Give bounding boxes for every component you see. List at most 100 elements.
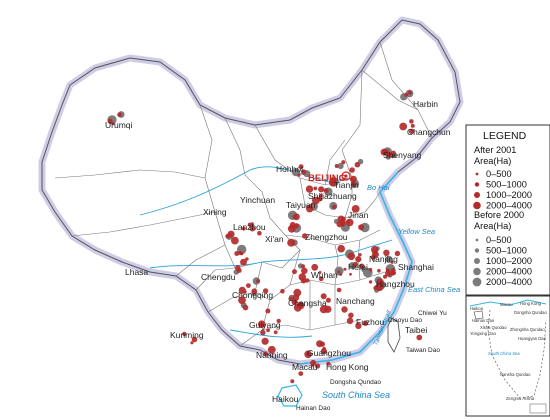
- site-after-2001: [238, 296, 246, 305]
- site-after-2001: [337, 270, 341, 274]
- site-after-2001: [350, 175, 357, 183]
- label-taibei: Taibei: [405, 325, 427, 335]
- inset-scale-box: [529, 403, 547, 414]
- site-after-2001: [332, 204, 337, 210]
- site-after-2001: [298, 273, 307, 281]
- site-after-2001: [306, 351, 310, 356]
- inset-label-huangyan: Huangyan Dao: [518, 336, 547, 341]
- site-after-2001: [291, 298, 298, 305]
- site-after-2001: [298, 164, 304, 170]
- site-after-2001: [362, 320, 369, 326]
- label-xian: Xi'an: [265, 234, 284, 244]
- site-after-2001: [256, 279, 260, 283]
- site-after-2001: [117, 112, 122, 118]
- label-haikou: Haikou: [272, 394, 299, 404]
- legend-before-symbol-3: [474, 258, 480, 264]
- site-after-2001: [325, 297, 331, 303]
- site-after-2001: [266, 328, 270, 333]
- site-after-2001: [318, 271, 322, 274]
- site-after-2001: [306, 205, 314, 213]
- site-after-2001: [293, 303, 302, 312]
- site-after-2001: [301, 264, 305, 269]
- inset-label-hong-kong: Hong Kong: [520, 301, 542, 306]
- legend-after-label-1: 0–500: [486, 169, 512, 179]
- label-hainan-dao: Hainan Dao: [296, 405, 331, 412]
- capital-marker-dot: [344, 174, 348, 178]
- site-after-2001: [373, 285, 378, 291]
- site-after-2001: [249, 225, 256, 232]
- site-after-2001: [311, 263, 319, 271]
- label-hefei: Hefei: [348, 262, 368, 272]
- provincial-borders: [54, 41, 433, 347]
- label-yellow-sea: Yellow Sea: [398, 227, 435, 236]
- inset-dashed-line: [487, 309, 547, 399]
- inset-label-haikou: Haikou: [470, 306, 484, 311]
- site-after-2001: [340, 219, 346, 225]
- site-after-2001: [391, 155, 394, 159]
- water-labels: Bo Hai Yellow Sea East China Sea South C…: [296, 183, 460, 412]
- site-after-2001: [391, 270, 397, 276]
- site-after-2001: [262, 288, 269, 294]
- site-after-2001: [111, 122, 115, 126]
- legend-before-label-4: 2000–4000: [486, 267, 532, 277]
- coastline: [299, 171, 413, 365]
- legend-box: [465, 124, 550, 296]
- site-after-2001: [416, 334, 423, 341]
- label-changchun: Changchun: [407, 127, 451, 137]
- label-shenyang: Shenyang: [383, 150, 422, 160]
- label-nanjing: Nanjing: [369, 254, 398, 264]
- site-after-2001: [404, 92, 409, 97]
- legend-before-label-3: 1000–2000: [486, 256, 532, 266]
- site-after-2001: [273, 330, 278, 335]
- label-taiwan-dao: Taiwan Dao: [406, 347, 440, 354]
- site-after-2001: [324, 305, 332, 313]
- site-after-2001: [377, 268, 381, 273]
- legend-after-symbol-1: [475, 172, 479, 176]
- legend-after-symbol-2: [474, 182, 480, 187]
- site-after-2001: [317, 196, 323, 202]
- label-nanchang: Nanchang: [336, 296, 375, 306]
- site-after-2001: [351, 181, 357, 187]
- site-after-2001: [263, 351, 268, 356]
- site-after-2001: [316, 340, 324, 348]
- site-after-2001: [339, 272, 343, 276]
- label-urumqi: Urumqi: [105, 120, 133, 130]
- site-after-2001: [390, 150, 396, 156]
- inset-label-yongxing: Yongxing Dao: [470, 331, 497, 336]
- inset-hainan: [473, 310, 484, 320]
- site-after-2001: [238, 251, 243, 255]
- legend-after-heading-2: Area(Ha): [474, 156, 511, 166]
- city-labels: BEIJING Urumqi Harbin Changchun Shenyang…: [105, 99, 451, 404]
- site-after-2001: [328, 178, 337, 187]
- label-shanghai: Shanghai: [398, 262, 434, 272]
- site-after-2001: [390, 260, 394, 264]
- legend-before-symbol-4: [473, 267, 481, 276]
- site-after-2001: [371, 254, 376, 259]
- label-south-china-sea: South China Sea: [322, 390, 390, 400]
- inset-label-hainan-dao: Hainan Dao: [472, 318, 495, 323]
- site-after-2001: [257, 230, 262, 236]
- label-lhasa: Lhasa: [125, 267, 148, 277]
- site-after-2001: [318, 186, 325, 193]
- label-hangzhou: Hangzhou: [376, 279, 415, 289]
- site-after-2001: [341, 306, 348, 313]
- legend-before-symbol-1: [475, 238, 479, 242]
- site-after-2001: [297, 173, 301, 177]
- inset-label-nansha: Nansha Qundao: [500, 372, 531, 377]
- legend-after-label-2: 500–1000: [486, 180, 527, 190]
- site-after-2001: [399, 122, 408, 131]
- legend-before-label-2: 500–1000: [486, 246, 527, 256]
- site-after-2001: [383, 249, 390, 256]
- rivers: [139, 166, 393, 338]
- site-after-2001: [267, 345, 276, 354]
- legend-after-label-3: 1000–2000: [486, 190, 532, 200]
- site-after-2001: [107, 118, 113, 124]
- label-fuzhou: Fuzhou: [356, 317, 385, 327]
- site-after-2001: [301, 169, 307, 175]
- label-tianjin: Tianjin: [334, 180, 359, 190]
- site-after-2001: [368, 267, 373, 272]
- label-jinan: Jinan: [348, 210, 369, 220]
- hainan-island: [277, 384, 303, 407]
